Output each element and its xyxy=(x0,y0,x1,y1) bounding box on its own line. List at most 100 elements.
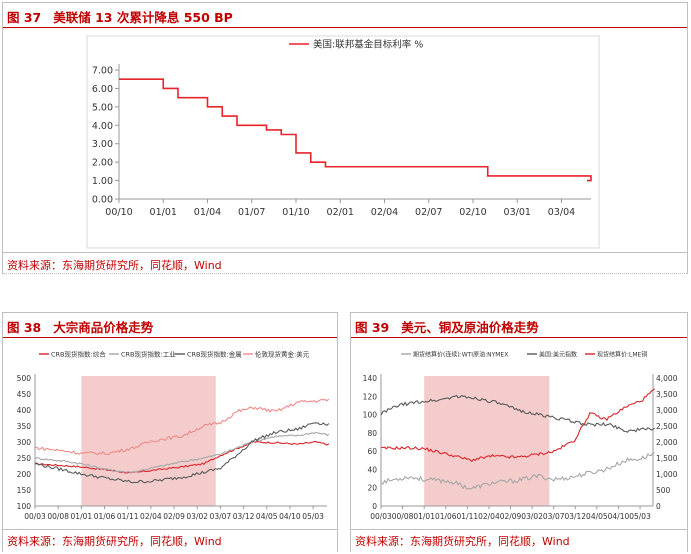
y-right-tick-label: 2,500 xyxy=(656,422,678,431)
figure-38-source: 资料来源：东海期货研究所，同花顺，Wind xyxy=(7,535,222,548)
y-tick-label: 7.00 xyxy=(92,66,113,77)
y-tick-label: 150 xyxy=(17,486,32,495)
x-tick-label: 01/01 xyxy=(413,512,435,521)
figure-38-source-divider xyxy=(3,529,337,530)
legend-label-1: 期货结算价(连续):WTI原油:NYMEX xyxy=(413,351,508,359)
figure-37-bottom-border xyxy=(3,273,687,274)
legend-label-3: CRB现货指数:金属 xyxy=(187,350,242,359)
y-tick-label: 100 xyxy=(17,502,32,511)
y-tick-label: 1.00 xyxy=(92,176,113,187)
x-tick-label: 02/09 xyxy=(163,512,185,521)
x-tick-label: 03/07 xyxy=(210,512,232,521)
legend-label-4: 伦敦现货黄金:美元 xyxy=(255,350,310,359)
rate-cut-period-band xyxy=(81,376,216,506)
series-line-2 xyxy=(380,394,656,433)
y-tick-label: 0.00 xyxy=(92,195,113,206)
y-tick-label: 500 xyxy=(17,374,32,383)
figure-37-number: 图 37 xyxy=(7,10,42,25)
figure-39-title-text: 美元、铜及原油价格走势 xyxy=(401,320,539,335)
figure-39-title: 图 39 美元、铜及原油价格走势 xyxy=(355,317,539,336)
y-right-tick-label: 0 xyxy=(656,502,661,511)
y-left-tick-label: 80 xyxy=(367,429,377,438)
x-tick-label: 01/04 xyxy=(194,207,221,218)
x-tick-label: 03/07 xyxy=(543,512,565,521)
legend-label-3: 现货结算价:LME铜 xyxy=(597,351,647,359)
figure-39-panel: 图 39 美元、铜及原油价格走势 0 20 40 60 80 100 120 140 0 500 1,… xyxy=(350,312,688,552)
x-tick-label: 00/08 xyxy=(47,512,69,521)
x-tick-label: 00/03 xyxy=(24,512,46,521)
y-left-tick-label: 40 xyxy=(367,465,377,474)
figure-37-panel: 图 37 美联储 13 次累计降息 550 BP 0.00 1.00 2.00 3.00… xyxy=(2,2,688,274)
y-tick-label: 250 xyxy=(17,454,32,463)
x-tick-label: 04/05 xyxy=(256,512,278,521)
figure-39-source: 资料来源：东海期货研究所，同花顺，Wind xyxy=(355,535,570,548)
series-line-1 xyxy=(35,440,330,474)
x-tick-label: 03/12 xyxy=(564,512,586,521)
y-right-tick-label: 1,500 xyxy=(656,454,678,463)
x-tick-label: 01/01 xyxy=(150,207,177,218)
x-tick-label: 01/07 xyxy=(238,207,265,218)
x-tick-label: 02/07 xyxy=(415,207,442,218)
x-tick-label: 02/04 xyxy=(371,207,398,218)
x-tick-label: 03/01 xyxy=(504,207,531,218)
x-tick-label: 03/04 xyxy=(548,207,575,218)
fed-rate-line xyxy=(119,78,592,182)
rate-cut-period-band xyxy=(424,376,550,506)
x-tick-label: 02/01 xyxy=(327,207,354,218)
y-tick-label: 2.00 xyxy=(92,158,113,169)
legend-label-1: CRB现货指数:综合 xyxy=(51,350,106,359)
figure-37-header: 图 37 美联储 13 次累计降息 550 BP xyxy=(3,2,687,28)
y-tick-label: 350 xyxy=(17,422,32,431)
dollar-copper-oil-chart: 0 20 40 60 80 100 120 140 0 500 1,000 1,500 2,000 2,5… xyxy=(363,351,678,522)
legend-label-2: CRB现货指数:工业 xyxy=(121,350,176,359)
x-tick-label: 05/03 xyxy=(302,512,324,521)
series-line-1 xyxy=(380,452,655,490)
series-line-3 xyxy=(34,422,330,484)
figure-38-panel: 图 38 大宗商品价格走势 100 150 200 250 300 350 400 450 500… xyxy=(2,312,338,552)
y-right-tick-label: 2,000 xyxy=(656,438,678,447)
y-tick-label: 6.00 xyxy=(92,84,113,95)
plot-frame xyxy=(86,35,600,249)
y-left-tick-label: 0 xyxy=(372,502,377,511)
series-line-3 xyxy=(381,388,656,463)
figure-38-header: 图 38 大宗商品价格走势 xyxy=(3,312,337,338)
y-left-tick-label: 140 xyxy=(363,374,378,383)
y-tick-label: 450 xyxy=(17,390,32,399)
figure-38-title: 图 38 大宗商品价格走势 xyxy=(7,317,153,336)
x-tick-label: 02/09 xyxy=(500,512,522,521)
y-right-tick-label: 3,500 xyxy=(656,390,678,399)
x-tick-label: 04/10 xyxy=(279,512,301,521)
figure-38-number: 图 38 xyxy=(7,320,42,335)
y-left-tick-label: 60 xyxy=(367,447,377,456)
figure-38-title-text: 大宗商品价格走势 xyxy=(53,320,154,335)
figure-39-number: 图 39 xyxy=(355,320,390,335)
x-tick-label: 03/02 xyxy=(521,512,543,521)
y-left-tick-label: 120 xyxy=(363,392,378,401)
x-tick-label: 03/12 xyxy=(233,512,255,521)
y-tick-label: 200 xyxy=(17,470,32,479)
x-tick-label: 00/10 xyxy=(105,207,132,218)
x-tick-label: 05/03 xyxy=(629,512,651,521)
x-tick-label: 02/04 xyxy=(140,512,162,521)
y-tick-label: 3.00 xyxy=(92,139,113,150)
y-tick-label: 400 xyxy=(17,406,32,415)
x-tick-label: 00/03 xyxy=(370,512,392,521)
legend-label: 美国:联邦基金目标利率 % xyxy=(313,39,423,51)
figure-37-source-divider xyxy=(3,252,687,253)
y-tick-label: 5.00 xyxy=(92,102,113,113)
series-line-4 xyxy=(35,398,330,456)
x-tick-label: 01/11 xyxy=(117,512,139,521)
y-left-tick-label: 100 xyxy=(363,411,378,420)
figure-37-source: 资料来源：东海期货研究所，同花顺，Wind xyxy=(7,259,222,272)
y-left-tick-label: 20 xyxy=(367,484,377,493)
x-tick-label: 00/08 xyxy=(392,512,414,521)
figure-39-header: 图 39 美元、铜及原油价格走势 xyxy=(351,312,687,338)
x-tick-label: 01/11 xyxy=(457,512,479,521)
x-tick-label: 02/04 xyxy=(478,512,500,521)
y-right-tick-label: 500 xyxy=(656,486,671,495)
x-tick-label: 01/06 xyxy=(94,512,116,521)
x-tick-label: 03/02 xyxy=(186,512,208,521)
figure-37-title: 图 37 美联储 13 次累计降息 550 BP xyxy=(7,7,233,26)
x-tick-label: 02/10 xyxy=(459,207,486,218)
